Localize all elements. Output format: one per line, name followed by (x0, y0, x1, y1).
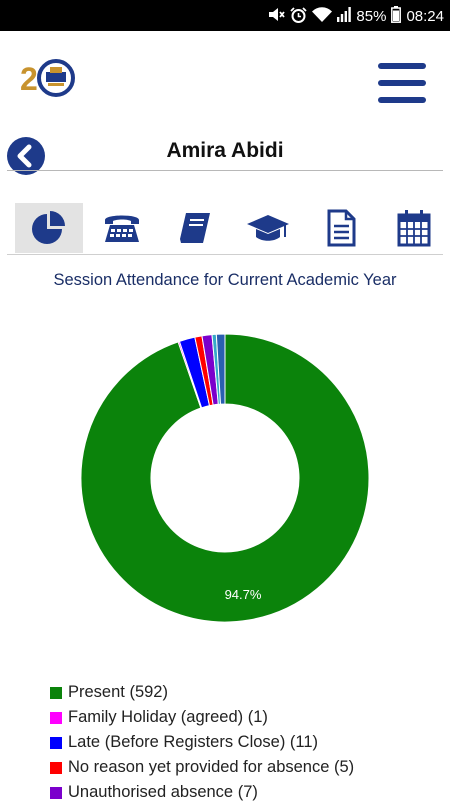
chart-legend: Present (592) Family Holiday (agreed) (1)… (50, 680, 354, 805)
legend-label: Late (Before Registers Close) (11) (68, 733, 319, 751)
legend-swatch (50, 736, 62, 749)
svg-text:2: 2 (20, 61, 38, 97)
legend-item: Late (Before Registers Close) (11) (50, 730, 354, 755)
status-bar: 85% 08:24 (0, 0, 450, 31)
legend-label: No reason yet provided for absence (5) (68, 758, 355, 776)
tab-homework[interactable] (161, 203, 229, 253)
legend-label: Present (592) (68, 683, 168, 701)
legend-item: No reason yet provided for absence (5) (50, 755, 354, 780)
legend-swatch (50, 786, 62, 799)
school-logo-icon: 2 (20, 58, 76, 98)
chart-title: Session Attendance for Current Academic … (53, 271, 397, 289)
tab-documents[interactable] (307, 203, 375, 253)
donut-slice (80, 333, 370, 623)
book-icon (180, 213, 210, 243)
hamburger-menu-icon[interactable] (378, 63, 426, 105)
attendance-donut-chart: 94.7% (80, 333, 370, 623)
back-arrow-icon[interactable] (7, 137, 45, 175)
alarm-icon (290, 6, 308, 27)
mute-icon (268, 7, 286, 26)
calendar-icon (397, 210, 431, 247)
donut-slice (215, 333, 226, 405)
divider (7, 254, 443, 255)
wifi-icon (312, 6, 333, 27)
tab-calendar[interactable] (380, 203, 448, 253)
pie-chart-icon (32, 211, 65, 244)
legend-label: Unauthorised absence (7) (68, 783, 258, 801)
legend-item: Family Holiday (agreed) (1) (50, 705, 354, 730)
battery-percent: 85% (356, 8, 387, 25)
legend-label: Family Holiday (agreed) (1) (68, 708, 268, 726)
divider (7, 170, 443, 171)
legend-item: Unauthorised absence (7) (50, 780, 354, 805)
battery-icon (391, 6, 402, 27)
tab-attendance[interactable] (15, 203, 83, 253)
student-name: Amira Abidi (166, 139, 284, 162)
section-tabs (15, 203, 443, 253)
telephone-icon (105, 215, 139, 242)
signal-icon (337, 7, 352, 26)
legend-swatch (50, 686, 62, 699)
legend-swatch (50, 711, 62, 724)
legend-swatch (50, 761, 62, 774)
slice-percent-label: 94.7% (225, 587, 262, 602)
document-icon (327, 209, 356, 247)
tab-contacts[interactable] (88, 203, 156, 253)
tab-school-info[interactable] (234, 203, 302, 253)
legend-item: Present (592) (50, 680, 354, 705)
graduation-cap-icon (247, 215, 289, 241)
clock-time: 08:24 (406, 8, 444, 25)
